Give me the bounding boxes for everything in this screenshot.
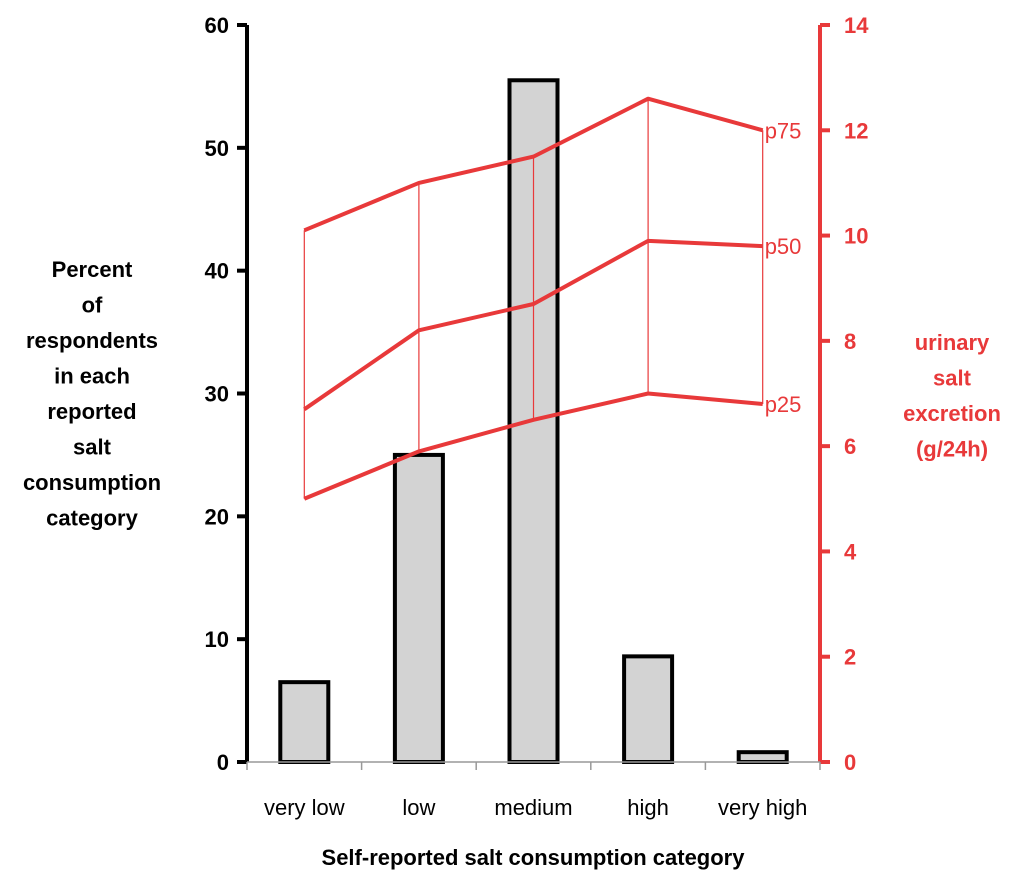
series-label-p25: p25 — [765, 392, 802, 417]
series-label-p75: p75 — [765, 118, 802, 143]
category-label: high — [627, 795, 669, 820]
left-tick-label: 0 — [217, 750, 229, 775]
right-axis-title-line: salt — [933, 366, 972, 391]
category-label: low — [402, 795, 435, 820]
left-tick-label: 20 — [205, 504, 229, 529]
category-label: very low — [264, 795, 345, 820]
left-axis-title-line: of — [82, 293, 103, 318]
right-axis-title-line: excretion — [903, 401, 1001, 426]
left-axis-title-line: salt — [73, 435, 112, 460]
right-axis-title-line: urinary — [915, 330, 990, 355]
x-axis-title: Self-reported salt consumption category — [322, 845, 746, 870]
right-tick-label: 12 — [844, 118, 868, 143]
right-tick-label: 4 — [844, 539, 857, 564]
bar-low — [395, 455, 443, 762]
right-tick-label: 6 — [844, 434, 856, 459]
right-tick-label: 10 — [844, 224, 868, 249]
series-label-p50: p50 — [765, 234, 802, 259]
bar-high — [624, 656, 672, 762]
right-tick-label: 0 — [844, 750, 856, 775]
left-tick-label: 30 — [205, 382, 229, 407]
left-axis-title-line: Percent — [52, 257, 133, 282]
bar-very-low — [280, 682, 328, 762]
left-axis-title-line: category — [46, 506, 138, 531]
left-axis-title-line: in each — [54, 364, 130, 389]
left-axis-title-line: consumption — [23, 470, 161, 495]
category-label: medium — [494, 795, 572, 820]
right-tick-label: 14 — [844, 13, 869, 38]
bar-very-high — [739, 752, 787, 762]
left-tick-label: 10 — [205, 627, 229, 652]
right-axis-title-line: (g/24h) — [916, 437, 988, 462]
left-tick-label: 60 — [205, 13, 229, 38]
right-tick-label: 2 — [844, 645, 856, 670]
left-tick-label: 50 — [205, 136, 229, 161]
category-label: very high — [718, 795, 807, 820]
right-tick-label: 8 — [844, 329, 856, 354]
left-tick-label: 40 — [205, 259, 229, 284]
left-axis-title-line: respondents — [26, 328, 158, 353]
left-axis-title-line: reported — [47, 399, 136, 424]
